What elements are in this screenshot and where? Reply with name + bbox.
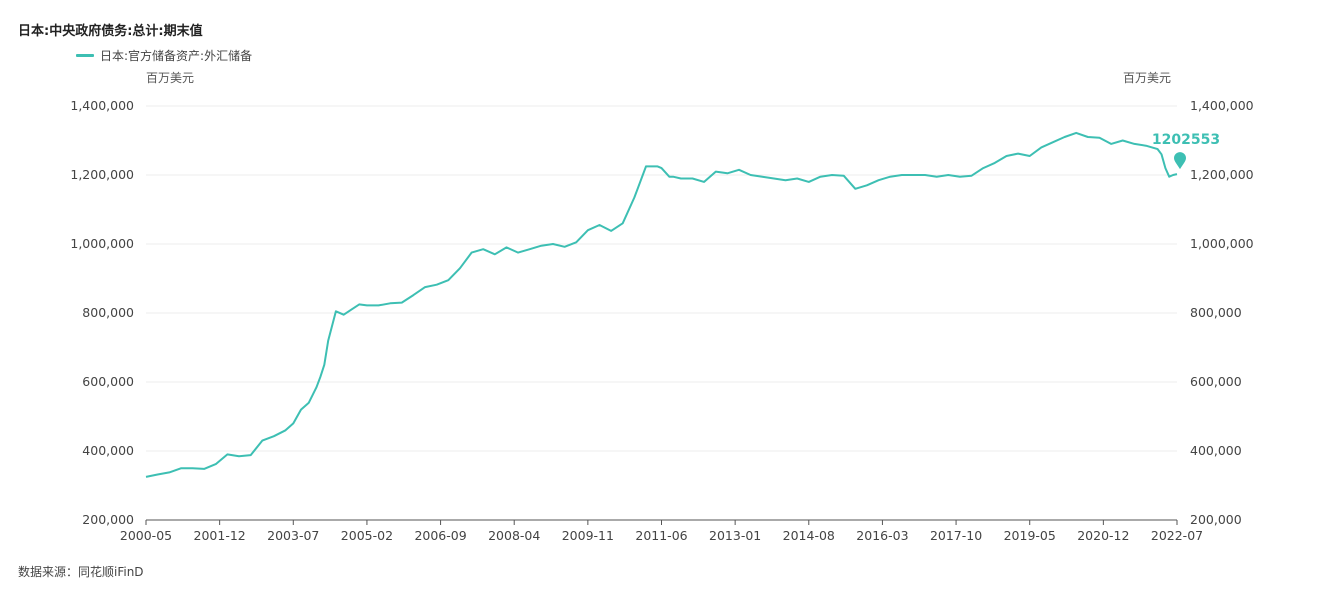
y-axis-unit-right: 百万美元 (1123, 71, 1172, 85)
x-tick-label: 2006-09 (414, 528, 466, 543)
y-tick-label-right: 1,400,000 (1190, 98, 1254, 113)
y-tick-label-right: 800,000 (1190, 305, 1242, 320)
y-tick-label-left: 1,400,000 (70, 98, 134, 113)
last-value-marker-icon (1174, 152, 1186, 170)
y-tick-label-right: 400,000 (1190, 443, 1242, 458)
last-value-label: 1202553 (1152, 132, 1220, 148)
x-tick-label: 2001-12 (194, 528, 246, 543)
legend-label: 日本:官方储备资产:外汇储备 (100, 49, 253, 63)
y-tick-label-left: 800,000 (82, 305, 134, 320)
x-tick-label: 2020-12 (1077, 528, 1129, 543)
y-axis-unit-left: 百万美元 (146, 71, 195, 85)
legend-swatch (76, 54, 94, 57)
x-tick-label: 2019-05 (1004, 528, 1056, 543)
x-tick-label: 2008-04 (488, 528, 540, 543)
x-tick-label: 2009-11 (562, 528, 614, 543)
x-tick-label: 2000-05 (120, 528, 172, 543)
legend[interactable]: 日本:官方储备资产:外汇储备 (76, 47, 252, 64)
y-tick-label-left: 400,000 (82, 443, 134, 458)
y-tick-label-right: 1,200,000 (1190, 167, 1254, 182)
y-tick-label-right: 1,000,000 (1190, 236, 1254, 251)
x-tick-label: 2011-06 (635, 528, 687, 543)
y-tick-label-left: 600,000 (82, 374, 134, 389)
y-tick-label-right: 200,000 (1190, 512, 1242, 527)
x-tick-label: 2013-01 (709, 528, 761, 543)
chart-title: 日本:中央政府债务:总计:期末值 (18, 24, 203, 39)
x-tick-label: 2005-02 (341, 528, 393, 543)
x-tick-label: 2017-10 (930, 528, 982, 543)
y-tick-label-right: 600,000 (1190, 374, 1242, 389)
y-tick-label-left: 1,000,000 (70, 236, 134, 251)
y-tick-label-left: 1,200,000 (70, 167, 134, 182)
x-tick-label: 2014-08 (783, 528, 835, 543)
data-source: 数据来源：同花顺iFinD (18, 565, 144, 579)
x-tick-label: 2003-07 (267, 528, 319, 543)
x-tick-label: 2022-07 (1151, 528, 1203, 543)
series-line (145, 131, 1178, 478)
y-tick-label-left: 200,000 (82, 512, 134, 527)
x-tick-label: 2016-03 (856, 528, 908, 543)
